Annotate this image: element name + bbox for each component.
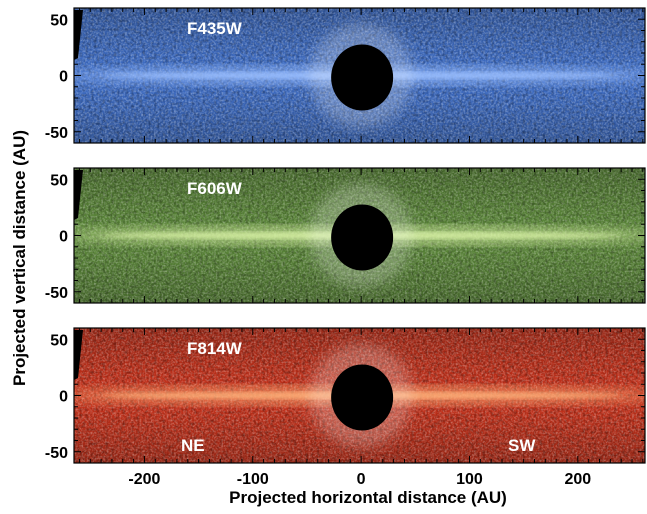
filter-label: F606W (187, 179, 243, 198)
x-tick-label: -100 (237, 471, 269, 488)
y-axis-title: Projected vertical distance (AU) (10, 130, 29, 386)
y-tick-label: 50 (50, 332, 68, 349)
direction-label-ne: NE (181, 436, 205, 455)
occulter-mask (331, 44, 394, 111)
filter-label: F814W (187, 339, 243, 358)
direction-label-sw: SW (508, 436, 536, 455)
panel-image (74, 328, 645, 463)
panel-stack: 50 0 -50 F435W 50 0 -50 F606W 50 0 -50 F814W NE SW -20… (45, 7, 646, 488)
y-tick-label: -50 (45, 285, 68, 302)
occulter-mask (331, 364, 394, 431)
panel-f606w: 50 0 -50 F606W (45, 167, 646, 304)
y-tick-label: 0 (59, 229, 68, 246)
y-tick-label: 50 (50, 12, 68, 29)
filter-label: F435W (187, 19, 243, 38)
occulter-mask (331, 204, 394, 271)
edge-wedge (74, 10, 83, 60)
y-tick-label: 0 (59, 389, 68, 406)
y-tick-label: -50 (45, 445, 68, 462)
panel-f435w: 50 0 -50 F435W (45, 7, 646, 144)
x-tick-label: 0 (357, 471, 366, 488)
panel-image (74, 168, 645, 303)
x-tick-label: 100 (456, 471, 483, 488)
y-tick-label: 50 (50, 172, 68, 189)
edge-wedge (74, 170, 83, 220)
x-axis-title: Projected horizontal distance (AU) (229, 488, 507, 507)
y-tick-label: 0 (59, 69, 68, 86)
edge-wedge (74, 330, 83, 380)
x-tick-label: -200 (128, 471, 160, 488)
y-tick-label: -50 (45, 125, 68, 142)
x-tick-label: 200 (564, 471, 591, 488)
panel-image (74, 8, 645, 143)
panel-f814w: 50 0 -50 F814W NE SW (45, 327, 646, 464)
